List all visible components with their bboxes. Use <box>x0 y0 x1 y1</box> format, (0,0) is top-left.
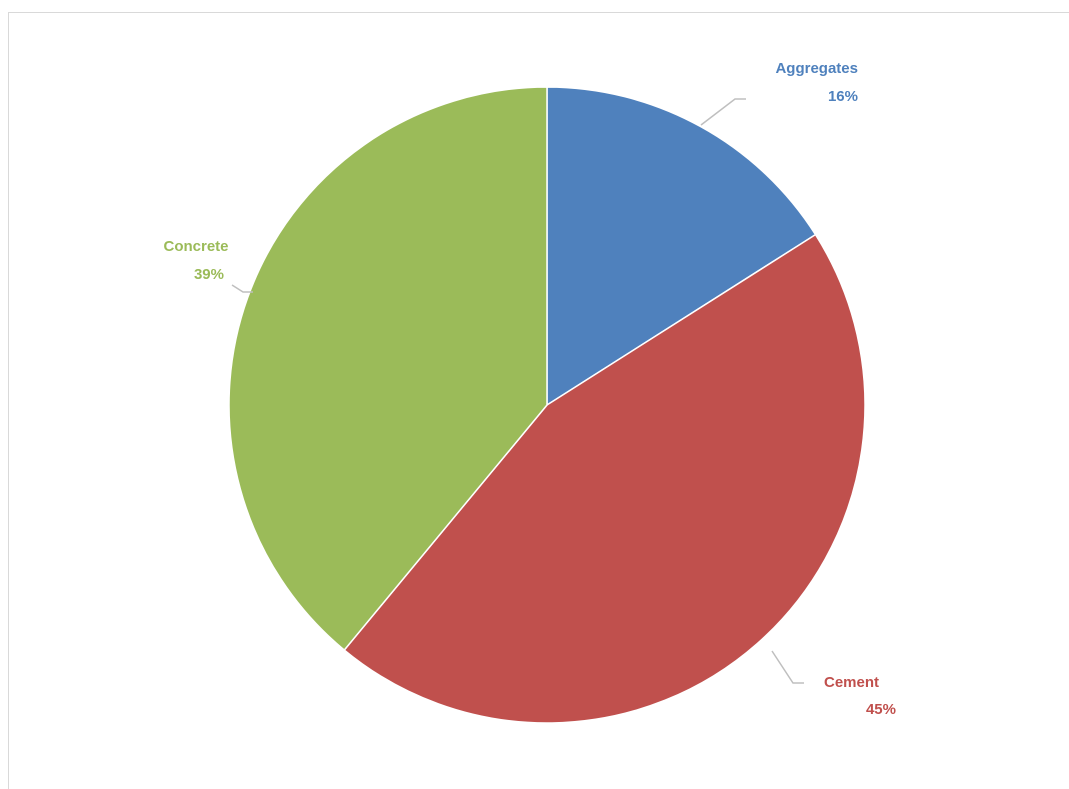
slice-label-cement-value: 45% <box>866 701 896 718</box>
slice-label-aggregates-value: 16% <box>828 88 858 105</box>
leader-line-cement <box>771 650 804 684</box>
pie-slices <box>228 86 866 724</box>
slice-label-cement-name: Cement <box>824 674 879 691</box>
pie-slice-cement <box>343 233 866 724</box>
leader-lines <box>231 98 804 684</box>
label-cement: Cement 45% <box>824 674 896 718</box>
label-aggregates: Aggregates 16% <box>775 60 858 105</box>
label-concrete: Concrete 39% <box>163 238 228 283</box>
pie-slice-concrete <box>228 86 548 652</box>
pie-slice-aggregates <box>546 86 817 407</box>
slice-label-concrete-value: 39% <box>194 266 224 283</box>
leader-line-concrete <box>231 284 253 293</box>
leader-line-aggregates <box>700 98 746 126</box>
slice-label-concrete-name: Concrete <box>163 238 228 255</box>
slice-label-aggregates-name: Aggregates <box>775 60 858 77</box>
